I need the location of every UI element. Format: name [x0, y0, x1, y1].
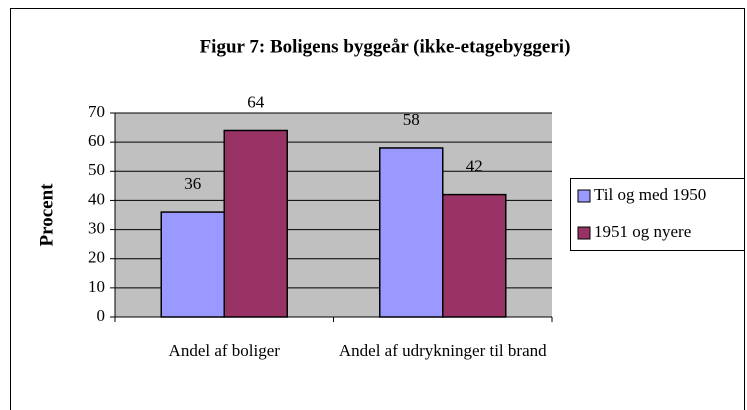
legend-label: 1951 og nyere	[594, 222, 691, 241]
chart-title: Figur 7: Boligens byggeår (ikke-etagebyg…	[200, 36, 571, 57]
y-tick-label: 70	[88, 102, 105, 121]
x-tick-label: Andel af boliger	[169, 341, 281, 360]
data-label: 42	[466, 157, 483, 176]
data-label: 36	[184, 174, 201, 193]
y-tick-label: 40	[88, 189, 105, 208]
bar	[379, 147, 444, 318]
y-tick-label: 10	[88, 277, 105, 296]
bar	[223, 129, 288, 318]
legend-label: Til og med 1950	[594, 185, 706, 204]
legend-swatch	[577, 226, 591, 240]
legend-box	[570, 178, 745, 251]
y-tick-label: 20	[88, 248, 105, 267]
y-tick-label: 60	[88, 131, 105, 150]
bar	[160, 211, 225, 318]
legend-swatch	[577, 189, 591, 203]
y-tick-label: 0	[97, 306, 106, 325]
x-tick-label: Andel af udrykninger til brand	[339, 341, 547, 360]
y-tick-label: 50	[88, 160, 105, 179]
data-label: 58	[403, 110, 420, 129]
bar	[442, 193, 507, 318]
y-axis-label: Procent	[36, 183, 57, 247]
data-label: 64	[247, 92, 265, 111]
y-tick-label: 30	[88, 218, 105, 237]
